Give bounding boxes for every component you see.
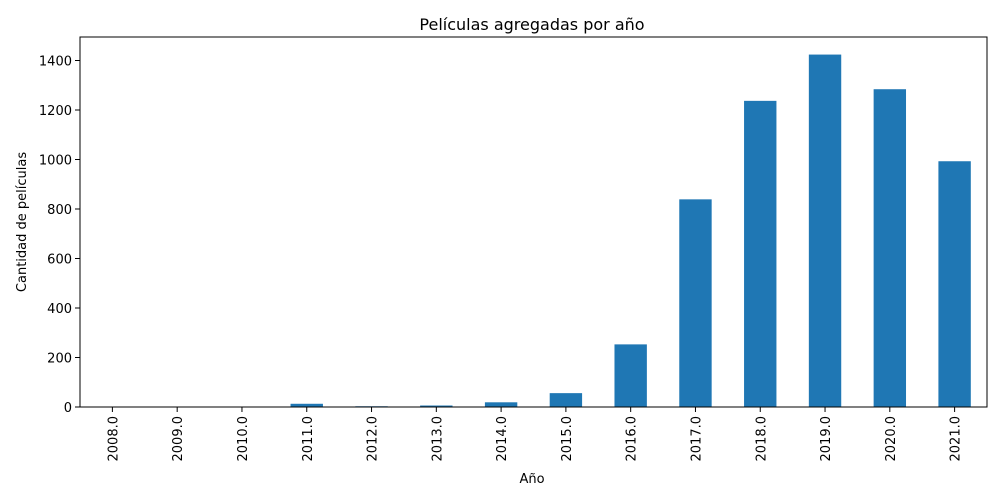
- x-tick-label: 2021.0: [949, 416, 964, 462]
- x-tick-label: 2019.0: [819, 416, 834, 462]
- y-tick-label: 0: [64, 401, 72, 416]
- y-tick-label: 1400: [39, 55, 72, 70]
- bar-2020.0: [873, 89, 907, 407]
- x-tick-label: 2012.0: [366, 416, 381, 462]
- x-axis-title: Año: [519, 472, 544, 487]
- x-tick-label: 2011.0: [301, 416, 316, 462]
- x-tick-label: 2009.0: [171, 416, 186, 462]
- x-tick-label: 2014.0: [495, 416, 510, 462]
- y-tick-label: 1000: [39, 154, 72, 169]
- bar-2016.0: [614, 344, 647, 407]
- y-tick-label: 200: [47, 352, 72, 367]
- plot-frame: [79, 36, 988, 408]
- x-tick-label: 2016.0: [625, 416, 640, 462]
- bar-2019.0: [808, 54, 842, 407]
- bars-group: [96, 54, 971, 407]
- x-tick-label: 2015.0: [560, 416, 575, 462]
- y-tick-label: 400: [47, 302, 72, 317]
- bar-2013.0: [420, 405, 453, 407]
- x-tick-label: 2020.0: [884, 416, 899, 462]
- bar-2014.0: [484, 402, 518, 407]
- bar-2017.0: [679, 199, 712, 407]
- x-tick-label: 2017.0: [689, 416, 704, 462]
- y-axis-title: Cantidad de películas: [15, 152, 30, 292]
- x-tick-label: 2013.0: [430, 416, 445, 462]
- bar-2018.0: [744, 100, 777, 407]
- y-tick-label: 800: [47, 203, 72, 218]
- bar-2015.0: [549, 393, 583, 407]
- y-tick-label: 1200: [39, 104, 72, 119]
- bar-2021.0: [938, 161, 971, 407]
- x-tick-label: 2010.0: [236, 416, 251, 462]
- bar-2011.0: [290, 403, 323, 407]
- chart-title: Películas agregadas por año: [419, 15, 644, 34]
- axes-group: 0 200 400 600 800 1000 1200 1400 2008.0 2009.0 201…: [39, 36, 988, 462]
- x-tick-label: 2008.0: [106, 416, 121, 462]
- y-tick-label: 600: [47, 253, 72, 268]
- x-tick-label: 2018.0: [754, 416, 769, 462]
